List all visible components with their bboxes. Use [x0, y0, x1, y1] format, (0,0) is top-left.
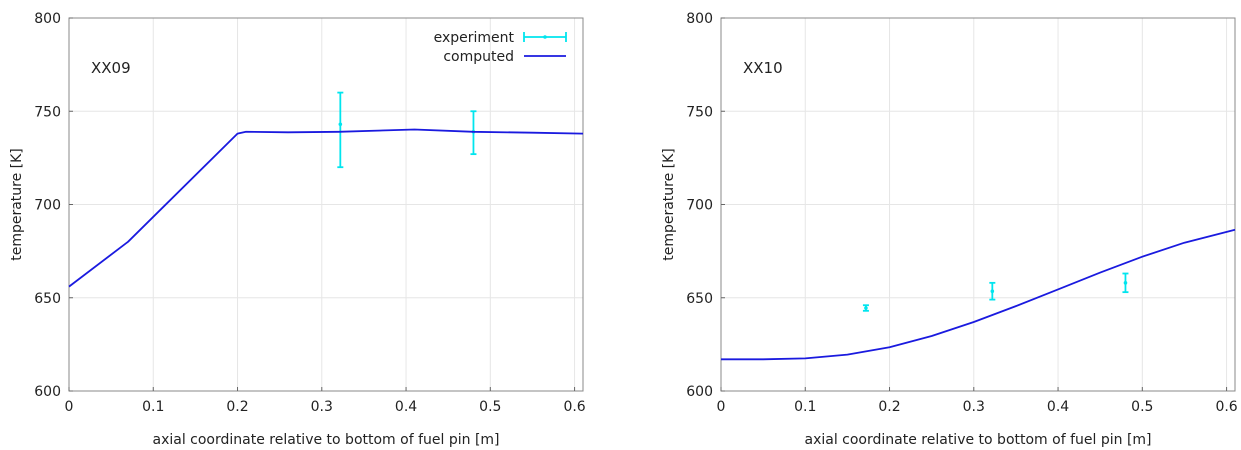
y-tick-label: 600 [34, 384, 61, 400]
y-tick-label: 650 [686, 291, 713, 307]
x-tick-label: 0.1 [794, 399, 816, 415]
legend-label: experiment [434, 30, 515, 46]
x-tick-label: 0.6 [1215, 399, 1237, 415]
experiment-point [990, 289, 995, 294]
y-tick-label: 600 [686, 384, 713, 400]
panel-label: XX09 [91, 59, 131, 77]
series-line-computed [68, 128, 584, 288]
series-line-computed [721, 228, 1236, 361]
y-tick-label: 700 [686, 198, 713, 214]
x-tick-label: 0.2 [878, 399, 900, 415]
y-axis-label: temperature [K] [9, 148, 25, 261]
x-tick-label: 0.6 [563, 399, 585, 415]
y-tick-label: 800 [34, 11, 61, 27]
y-tick-label: 750 [34, 104, 61, 120]
legend-label: computed [443, 49, 514, 65]
experiment-point [864, 306, 868, 310]
chart-panel-2: 0 0.1 0.2 0.3 0.4 0.5 0.6 600 650 700 750 800 axial … [661, 11, 1238, 448]
x-tick-label: 0.3 [311, 399, 333, 415]
x-tick-label: 0.4 [395, 399, 417, 415]
x-tick-label: 0 [717, 399, 726, 415]
x-tick-label: 0.5 [1131, 399, 1153, 415]
x-tick-label: 0.1 [142, 399, 164, 415]
x-axis-label: axial coordinate relative to bottom of f… [805, 432, 1152, 448]
y-tick-label: 800 [686, 11, 713, 27]
chart-panel-1: 0 0.1 0.2 0.3 0.4 0.5 0.6 600 650 700 750 800 axial … [9, 11, 586, 448]
x-tick-label: 0.4 [1047, 399, 1069, 415]
x-tick-label: 0.5 [479, 399, 501, 415]
x-tick-label: 0.3 [963, 399, 985, 415]
experiment-point [338, 122, 343, 127]
y-tick-label: 650 [34, 291, 61, 307]
panel-label: XX10 [743, 59, 783, 77]
x-tick-label: 0 [65, 399, 74, 415]
y-tick-label: 700 [34, 198, 61, 214]
x-tick-label: 0.2 [226, 399, 248, 415]
y-tick-label: 750 [686, 104, 713, 120]
x-axis-label: axial coordinate relative to bottom of f… [153, 432, 500, 448]
y-axis-label: temperature [K] [661, 148, 677, 261]
legend-swatch-point [543, 35, 547, 39]
experiment-point [1123, 281, 1128, 285]
